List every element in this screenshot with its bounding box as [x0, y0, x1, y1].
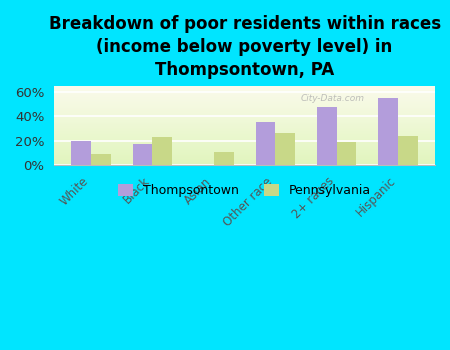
Bar — [91, 154, 111, 165]
Bar — [54, 152, 435, 153]
Bar — [54, 160, 435, 161]
Bar — [54, 138, 435, 139]
Bar — [54, 120, 435, 121]
Bar — [54, 114, 435, 116]
Text: City-Data.com: City-Data.com — [300, 94, 364, 103]
Bar — [54, 118, 435, 119]
Bar — [54, 92, 435, 93]
Bar — [54, 101, 435, 102]
Bar — [214, 152, 234, 165]
Bar — [54, 122, 435, 124]
Bar — [54, 106, 435, 107]
Bar — [54, 87, 435, 88]
Bar — [54, 133, 435, 134]
Bar — [54, 86, 435, 87]
Bar — [54, 99, 435, 100]
Bar — [54, 164, 435, 165]
Bar — [54, 142, 435, 143]
Bar — [317, 107, 337, 165]
Bar — [54, 154, 435, 155]
Bar — [54, 131, 435, 132]
Bar — [54, 128, 435, 130]
Bar — [54, 155, 435, 156]
Bar — [54, 149, 435, 150]
Bar — [54, 124, 435, 125]
Bar — [54, 105, 435, 106]
Bar — [54, 144, 435, 145]
Bar — [54, 137, 435, 138]
Bar — [54, 136, 435, 137]
Bar — [54, 112, 435, 113]
Bar — [54, 143, 435, 144]
Bar — [54, 113, 435, 114]
Bar — [54, 161, 435, 162]
Bar — [54, 157, 435, 158]
Bar — [54, 159, 435, 160]
Title: Breakdown of poor residents within races
(income below poverty level) in
Thompso: Breakdown of poor residents within races… — [49, 15, 441, 79]
Bar — [54, 111, 435, 112]
Bar — [54, 104, 435, 105]
Bar — [54, 93, 435, 94]
Bar — [153, 137, 172, 165]
Bar — [54, 96, 435, 97]
Bar — [275, 133, 295, 165]
Bar — [54, 110, 435, 111]
Bar — [54, 135, 435, 137]
Bar — [54, 148, 435, 149]
Bar — [54, 132, 435, 133]
Bar — [54, 139, 435, 140]
Bar — [54, 108, 435, 110]
Bar — [398, 136, 418, 165]
Bar — [54, 163, 435, 164]
Bar — [133, 144, 153, 165]
Bar — [54, 141, 435, 142]
Bar — [54, 95, 435, 96]
Bar — [54, 119, 435, 120]
Bar — [54, 98, 435, 99]
Legend: Thompsontown, Pennsylvania: Thompsontown, Pennsylvania — [113, 179, 376, 202]
Bar — [337, 142, 356, 165]
Bar — [54, 127, 435, 128]
Bar — [54, 151, 435, 152]
Bar — [54, 107, 435, 108]
Bar — [54, 162, 435, 163]
Bar — [54, 156, 435, 157]
Bar — [378, 98, 398, 165]
Bar — [54, 140, 435, 141]
Bar — [256, 122, 275, 165]
Bar — [54, 97, 435, 98]
Bar — [54, 153, 435, 154]
Bar — [54, 126, 435, 127]
Bar — [54, 89, 435, 90]
Bar — [54, 150, 435, 151]
Bar — [54, 88, 435, 89]
Bar — [54, 130, 435, 131]
Bar — [54, 134, 435, 135]
Bar — [54, 145, 435, 146]
Bar — [54, 103, 435, 104]
Bar — [54, 100, 435, 101]
Bar — [54, 125, 435, 126]
Bar — [54, 158, 435, 159]
Bar — [54, 116, 435, 117]
Bar — [54, 94, 435, 95]
Bar — [54, 117, 435, 118]
Bar — [54, 91, 435, 92]
Bar — [54, 146, 435, 147]
Bar — [72, 141, 91, 165]
Bar — [54, 147, 435, 148]
Bar — [54, 121, 435, 122]
Bar — [54, 102, 435, 103]
Bar — [54, 90, 435, 91]
